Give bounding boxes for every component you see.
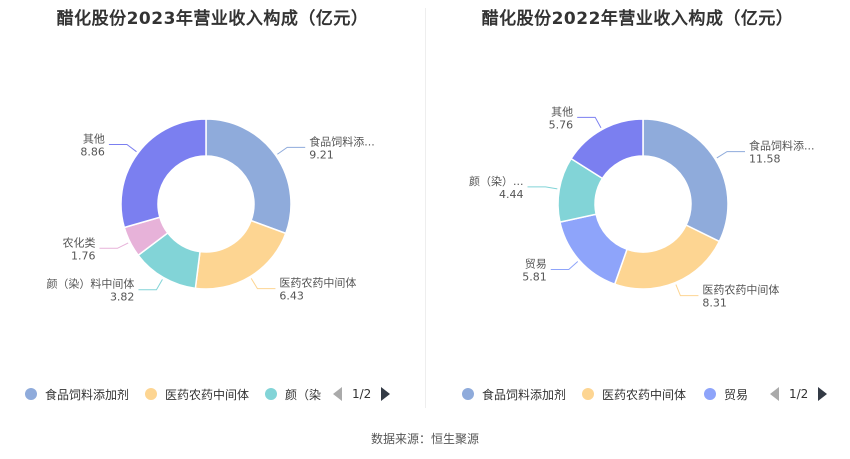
legend-dot bbox=[582, 388, 594, 400]
donut-slice[interactable] bbox=[120, 118, 207, 229]
data-source-note: 数据来源：恒生聚源 bbox=[370, 432, 479, 446]
slice-name-label: 医药农药中间体 bbox=[702, 283, 779, 297]
leader-line bbox=[550, 261, 579, 270]
donut-slice[interactable] bbox=[570, 118, 644, 180]
slice-name-label: 食品饲料添... bbox=[309, 134, 375, 148]
legend-2022: 食品饲料添加剂 医药农药中间体 贸易 1/2 bbox=[425, 384, 850, 404]
legend-dot bbox=[145, 388, 157, 400]
legend-item-pharma[interactable]: 医药农药中间体 bbox=[145, 384, 249, 404]
legend-next-icon[interactable] bbox=[381, 387, 391, 401]
leader-line bbox=[577, 116, 602, 129]
donut-slice[interactable] bbox=[642, 118, 729, 243]
legend-label: 贸易 bbox=[724, 387, 749, 402]
chart-title: 醋化股份2022年营业收入构成（亿元） bbox=[481, 9, 794, 29]
leader-line bbox=[108, 143, 137, 153]
slice-name-label: 其他 bbox=[551, 105, 573, 118]
legend-item-dye[interactable]: 颜（染 bbox=[265, 384, 321, 404]
leader-line bbox=[527, 186, 558, 190]
legend-item-feed[interactable]: 食品饲料添加剂 bbox=[462, 384, 566, 404]
chart-panel-2022: 醋化股份2022年营业收入构成（亿元） 食品饲料添... 11.58 医药农药中间体… bbox=[425, 0, 850, 420]
leader-line bbox=[675, 284, 699, 297]
slice-value-label: 4.44 bbox=[499, 188, 524, 201]
legend-pager: 1/2 bbox=[770, 384, 828, 404]
slice-value-label: 3.82 bbox=[110, 291, 135, 304]
slice-name-label: 颜（染）料中间体 bbox=[46, 277, 134, 291]
legend-2023: 食品饲料添加剂 医药农药中间体 颜（染 1/2 bbox=[0, 384, 425, 404]
slice-name-label: 贸易 bbox=[525, 257, 547, 270]
legend-dot bbox=[265, 388, 277, 400]
legend-dot bbox=[25, 388, 37, 400]
slice-value-label: 5.81 bbox=[522, 270, 547, 283]
legend-page-indicator: 1/2 bbox=[789, 387, 809, 401]
slice-name-label: 食品饲料添... bbox=[749, 139, 815, 153]
slice-value-label: 8.86 bbox=[80, 145, 105, 158]
panel-divider bbox=[425, 8, 426, 408]
chart-panel-2023: 醋化股份2023年营业收入构成（亿元） 食品饲料添... 9.21 医药农药中间体 6… bbox=[0, 0, 425, 420]
donut-slice[interactable] bbox=[613, 224, 721, 290]
donut-slice[interactable] bbox=[205, 118, 292, 235]
slice-value-label: 5.76 bbox=[549, 118, 574, 131]
slice-value-label: 8.31 bbox=[702, 297, 727, 310]
slice-value-label: 11.58 bbox=[749, 153, 781, 166]
slice-name-label: 颜（染）... bbox=[469, 174, 524, 188]
legend-item-pharma[interactable]: 医药农药中间体 bbox=[582, 384, 686, 404]
chart-title: 醋化股份2023年营业收入构成（亿元） bbox=[56, 9, 369, 29]
donut-slice[interactable] bbox=[194, 219, 287, 290]
legend-label: 食品饲料添加剂 bbox=[482, 387, 567, 402]
slice-name-label: 其他 bbox=[83, 132, 105, 145]
slice-value-label: 9.21 bbox=[309, 148, 334, 161]
donut-slice[interactable] bbox=[559, 213, 628, 286]
legend-dot bbox=[462, 388, 474, 400]
legend-prev-icon[interactable] bbox=[333, 387, 342, 401]
legend-label: 颜（染 bbox=[285, 387, 322, 402]
legend-label: 食品饲料添加剂 bbox=[45, 387, 130, 402]
leader-line bbox=[250, 278, 276, 290]
legend-label: 医药农药中间体 bbox=[165, 387, 250, 402]
legend-dot bbox=[704, 388, 716, 400]
legend-label: 医药农药中间体 bbox=[602, 387, 687, 402]
slice-value-label: 1.76 bbox=[71, 249, 96, 262]
slice-name-label: 医药农药中间体 bbox=[279, 276, 356, 290]
leader-line bbox=[716, 151, 746, 159]
legend-item-trade[interactable]: 贸易 bbox=[704, 384, 748, 404]
leader-line bbox=[138, 279, 163, 291]
legend-item-feed[interactable]: 食品饲料添加剂 bbox=[25, 384, 129, 404]
leader-line bbox=[99, 242, 129, 249]
legend-prev-icon[interactable] bbox=[770, 387, 779, 401]
legend-next-icon[interactable] bbox=[818, 387, 828, 401]
leader-line bbox=[277, 146, 306, 155]
legend-page-indicator: 1/2 bbox=[352, 387, 372, 401]
legend-pager: 1/2 bbox=[333, 384, 391, 404]
slice-value-label: 6.43 bbox=[279, 290, 304, 303]
slice-name-label: 农化类 bbox=[62, 235, 95, 249]
